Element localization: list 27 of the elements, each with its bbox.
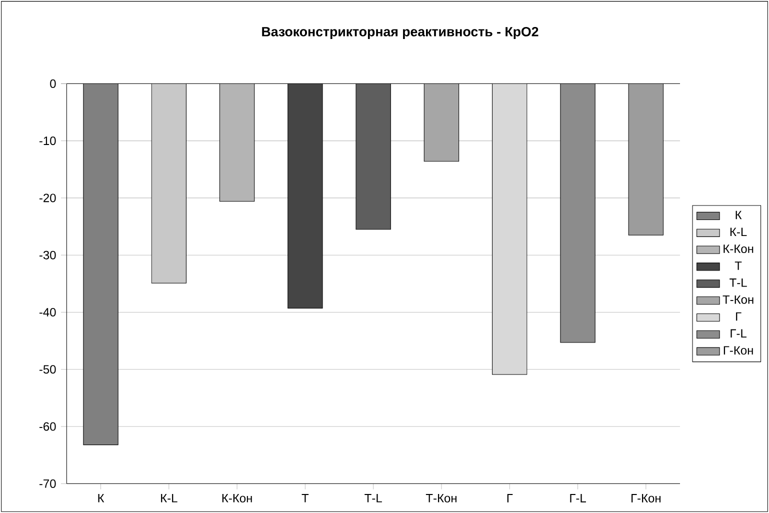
legend-label: Г-Кон (724, 346, 753, 355)
legend-label: К-Кон (724, 244, 754, 254)
x-tick-label: К (98, 494, 104, 502)
y-tick-label: -20 (39, 194, 56, 202)
y-tick-label: -10 (39, 136, 56, 146)
x-tick-label: К-Кон (222, 494, 252, 502)
x-tick-label: Г-L (570, 494, 586, 502)
x-tick-label: Г-Кон (632, 494, 660, 502)
y-tick-label: -60 (39, 422, 56, 431)
y-tick-label: -30 (39, 250, 56, 260)
x-tick-label: Т (302, 494, 309, 502)
legend-label: Т-Кон (722, 295, 754, 304)
chart-title: Вазоконстрикторная реактивность - КрО2 (262, 26, 538, 40)
legend-label: К (736, 210, 742, 220)
x-tick-label: Т-L (364, 494, 382, 502)
x-tick-label: К-L (161, 494, 178, 502)
legend-label: К-L (730, 228, 747, 236)
y-tick-label: -40 (39, 308, 56, 316)
x-tick-label: Г (507, 494, 513, 502)
legend-label: Г-L (730, 329, 746, 338)
legend-label: Т-L (730, 278, 747, 287)
y-tick-label: -50 (39, 365, 56, 374)
x-tick-label: Т-Кон (426, 494, 456, 502)
legend-label: Т (734, 262, 742, 270)
legend-label: Г (736, 312, 742, 321)
y-tick-label: -70 (39, 479, 56, 488)
y-tick-label: 0 (50, 79, 56, 88)
